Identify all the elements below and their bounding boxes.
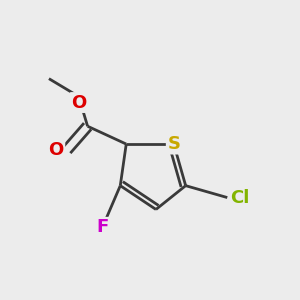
Text: F: F xyxy=(96,218,109,236)
Text: O: O xyxy=(71,94,86,112)
Text: Cl: Cl xyxy=(230,189,250,207)
Text: O: O xyxy=(49,141,64,159)
Text: S: S xyxy=(167,135,180,153)
